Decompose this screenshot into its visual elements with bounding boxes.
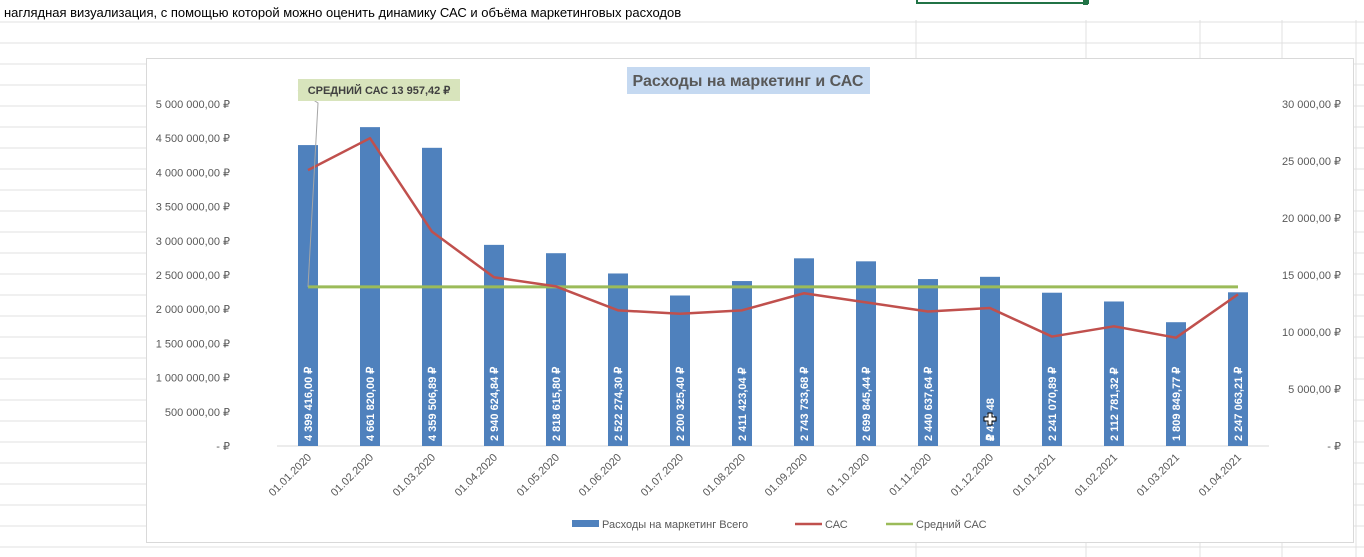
- bar-data-label-5: 2 522 274,30 ₽: [613, 367, 625, 441]
- bar-data-label-1: 4 661 820,00 ₽: [365, 367, 377, 441]
- bar-data-label-7: 2 411 423,04 ₽: [737, 367, 749, 441]
- y-right-tick-label: 30 000,00 ₽: [1282, 99, 1341, 111]
- series-line-cac: [307, 136, 1239, 339]
- bar-data-label-8: 2 743 733,68 ₽: [799, 367, 811, 441]
- bar-0: [298, 145, 318, 446]
- bar-5: [608, 273, 628, 446]
- y-left-tick-label: 5 000 000,00 ₽: [156, 99, 230, 111]
- chart-plot: Расходы на маркетинг и САС - ₽ 500 000,00 …: [156, 67, 1341, 531]
- bar-data-label-14: 1 809 849,77 ₽: [1171, 367, 1183, 441]
- x-tick-label: 01.02.2021: [1073, 452, 1120, 499]
- x-tick-label: 01.10.2020: [825, 452, 872, 499]
- y-left-tick-label: 2 000 000,00 ₽: [156, 304, 230, 316]
- bar-data-label-3: 2 940 624,84 ₽: [489, 367, 501, 441]
- x-tick-label: 01.05.2020: [515, 452, 562, 499]
- y-left-tick-label: 1 500 000,00 ₽: [156, 338, 230, 350]
- bar-7: [732, 281, 752, 446]
- bar-data-label-tail: ₽: [985, 434, 997, 441]
- bar-11: [980, 276, 1000, 446]
- legend-label-2: Средний САС: [916, 519, 987, 531]
- bar-14: [1166, 322, 1186, 446]
- x-tick-label: 01.08.2020: [701, 452, 748, 499]
- bar-9: [856, 261, 876, 446]
- y-left-tick-label: 3 000 000,00 ₽: [156, 236, 230, 248]
- y-right-tick-label: 20 000,00 ₽: [1282, 213, 1341, 225]
- annotation-box: [298, 79, 460, 101]
- y-right-tick-label: 5 000,00 ₽: [1288, 384, 1341, 396]
- x-tick-label: 01.11.2020: [887, 452, 934, 499]
- x-tick-label: 01.09.2020: [763, 452, 810, 499]
- y-left-tick-label: - ₽: [216, 441, 230, 453]
- bar-10: [918, 279, 938, 446]
- bar-15: [1228, 292, 1248, 446]
- legend-label-0: Расходы на маркетинг Всего: [602, 519, 748, 531]
- y-left-tick-label: 4 000 000,00 ₽: [156, 167, 230, 179]
- y-right-tick-label: 10 000,00 ₽: [1282, 327, 1341, 339]
- bar-data-label-4: 2 818 615,80 ₽: [551, 367, 563, 441]
- legend-label-1: САС: [825, 519, 848, 531]
- bar-data-label-12: 2 241 070,89 ₽: [1047, 367, 1059, 441]
- annotation-text: СРЕДНИЙ САС 13 957,42 ₽: [308, 84, 451, 97]
- bar-data-label-0: 4 399 416,00 ₽: [303, 367, 315, 441]
- bar-data-label-2: 4 359 506,89 ₽: [427, 367, 439, 441]
- y-left-tick-label: 2 500 000,00 ₽: [156, 270, 230, 282]
- x-tick-label: 01.01.2021: [1011, 452, 1058, 499]
- bar-8: [794, 258, 814, 446]
- bar-4: [546, 253, 566, 446]
- bar-6: [670, 295, 690, 446]
- bar-data-label-9: 2 699 845,44 ₽: [861, 367, 873, 441]
- bar-data-label-13: 2 112 781,32 ₽: [1109, 367, 1121, 441]
- y-right-tick-label: - ₽: [1327, 441, 1341, 453]
- x-tick-label: 01.03.2021: [1135, 452, 1182, 499]
- x-tick-label: 01.04.2021: [1197, 452, 1244, 499]
- x-tick-label: 01.06.2020: [577, 452, 624, 499]
- chart-area[interactable]: Расходы на маркетинг и САС - ₽ 500 000,00 …: [146, 58, 1354, 543]
- x-tick-label: 01.07.2020: [639, 452, 686, 499]
- bar-13: [1104, 301, 1124, 446]
- y-right-tick-label: 25 000,00 ₽: [1282, 156, 1341, 168]
- y-right-tick-label: 15 000,00 ₽: [1282, 270, 1341, 282]
- chart-title: Расходы на маркетинг и САС: [633, 73, 864, 90]
- x-tick-label: 01.12.2020: [949, 452, 996, 499]
- legend-swatch-0: [572, 520, 599, 527]
- bar-12: [1042, 292, 1062, 446]
- x-tick-label: 01.03.2020: [391, 452, 438, 499]
- y-left-tick-label: 1 000 000,00 ₽: [156, 373, 230, 385]
- cursor-icon: [983, 412, 997, 426]
- x-tick-label: 01.02.2020: [329, 452, 376, 499]
- bar-3: [484, 244, 504, 446]
- selected-cell[interactable]: [916, 0, 1089, 4]
- bar-data-label-10: 2 440 637,64 ₽: [923, 367, 935, 441]
- x-tick-label: 01.04.2020: [453, 452, 500, 499]
- y-left-tick-label: 4 500 000,00 ₽: [156, 133, 230, 145]
- fill-handle[interactable]: [1083, 0, 1088, 5]
- bar-data-label-6: 2 200 325,40 ₽: [675, 367, 687, 441]
- sheet-caption: наглядная визуализация, с помощью которо…: [4, 5, 682, 20]
- bar-data-label-15: 2 247 063,21 ₽: [1233, 367, 1245, 441]
- chart-title-background: [627, 67, 870, 94]
- y-left-tick-label: 500 000,00 ₽: [165, 407, 230, 419]
- x-tick-label: 01.01.2020: [267, 452, 314, 499]
- y-left-tick-label: 3 500 000,00 ₽: [156, 202, 230, 214]
